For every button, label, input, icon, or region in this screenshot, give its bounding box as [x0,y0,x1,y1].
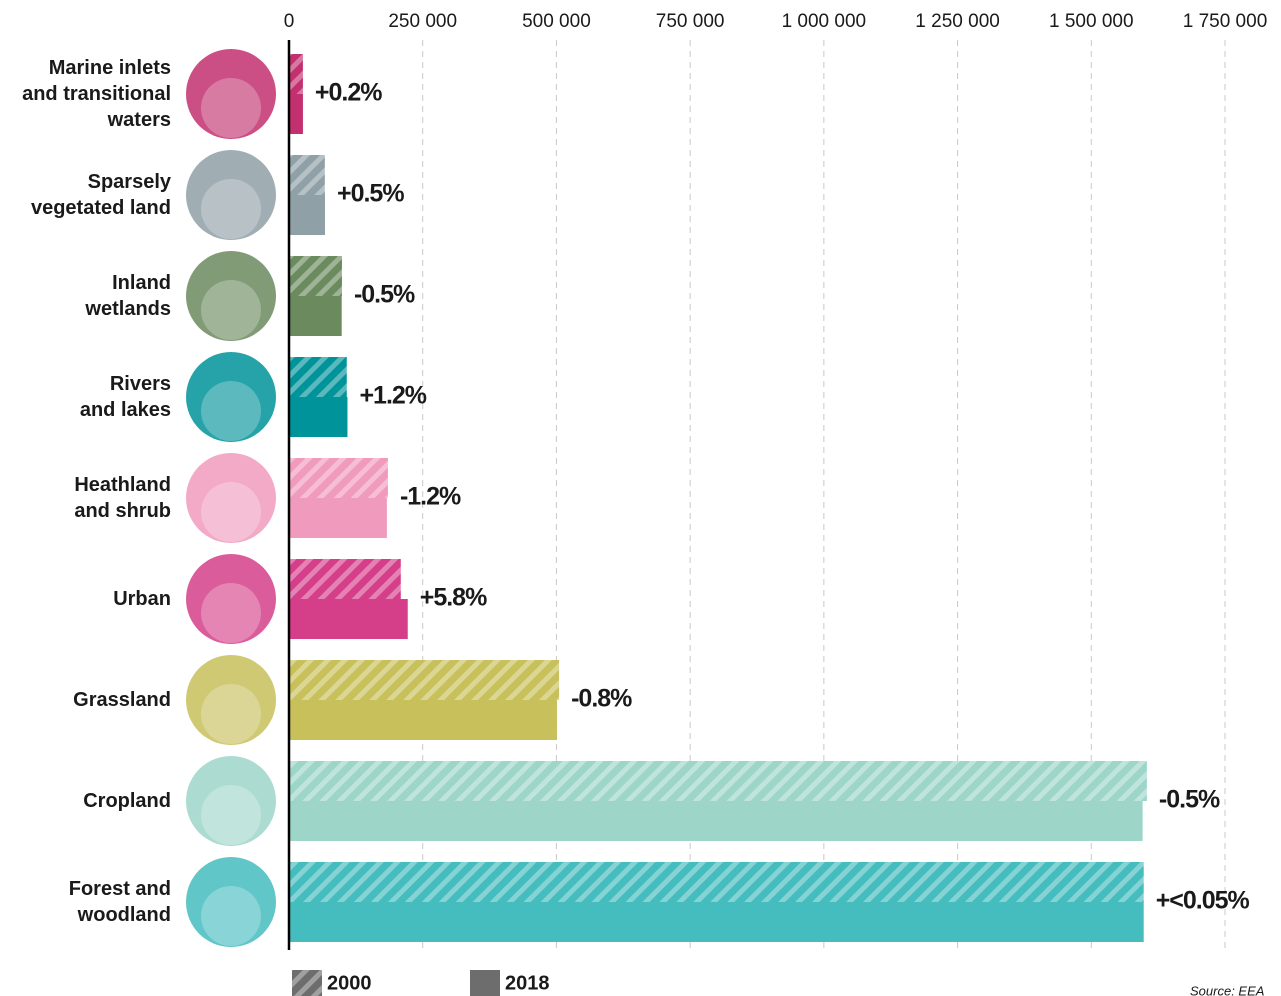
change-label: +1.2% [359,382,426,410]
category-label: Urban [113,588,171,610]
category-label: Inland wetlands [85,272,171,320]
bar [289,902,1144,942]
change-label: +5.8% [420,584,487,612]
legend-swatch [292,970,322,996]
category-icon [186,150,276,240]
bar [289,256,342,296]
x-tick-label: 1 000 000 [782,11,867,32]
category-icon [186,251,276,341]
bar [289,397,348,437]
category-label: Forest and woodland [68,878,171,926]
bar [289,54,303,94]
change-label: -0.5% [354,281,415,309]
category-label: Cropland [83,790,171,812]
category-icon-inner [201,78,261,138]
change-label: -0.8% [571,685,632,713]
category-label: Grassland [73,689,171,711]
category-label: Heathland and shrub [74,474,171,522]
change-label: +0.5% [337,180,404,208]
x-tick-label: 1 500 000 [1049,11,1134,32]
category-icon [186,655,276,745]
legend-label: 2000 [327,972,372,994]
category-icon [186,756,276,846]
bar [289,559,401,599]
bar [289,761,1147,801]
category-icon-inner [201,886,261,946]
category-icon-inner [201,684,261,744]
category-icon [186,453,276,543]
bar [289,155,325,195]
category-icon-inner [201,785,261,845]
bar [289,458,388,498]
x-tick-label: 1 750 000 [1183,11,1268,32]
bar [289,801,1143,841]
category-icon [186,49,276,139]
source: Source: EEA [1190,983,1264,996]
category-icon [186,352,276,442]
change-label: -1.2% [400,483,461,511]
bar [289,862,1144,902]
category-icon-inner [201,583,261,643]
bar [289,498,387,538]
x-tick-label: 250 000 [388,11,457,32]
bar [289,94,303,134]
change-label: +<0.05% [1156,887,1250,915]
category-label: Sparsely vegetated land [30,171,171,219]
bar [289,700,557,740]
bar [289,599,408,639]
x-tick-label: 0 [284,11,295,32]
category-label: Rivers and lakes [79,373,171,421]
bar [289,660,560,700]
change-label: +0.2% [315,79,382,107]
category-icon [186,857,276,947]
x-tick-label: 750 000 [656,11,725,32]
bar [289,195,325,235]
category-icon-inner [201,179,261,239]
x-tick-label: 500 000 [522,11,591,32]
x-tick-label: 1 250 000 [915,11,1000,32]
category-icon-inner [201,482,261,542]
category-icon [186,554,276,644]
category-icon-inner [201,381,261,441]
category-label: Marine inlets and transitional waters [22,57,171,131]
bar [289,357,347,397]
legend-label: 2018 [505,972,550,994]
legend-swatch [470,970,500,996]
bar [289,296,342,336]
change-label: -0.5% [1159,786,1220,814]
category-icon-inner [201,280,261,340]
